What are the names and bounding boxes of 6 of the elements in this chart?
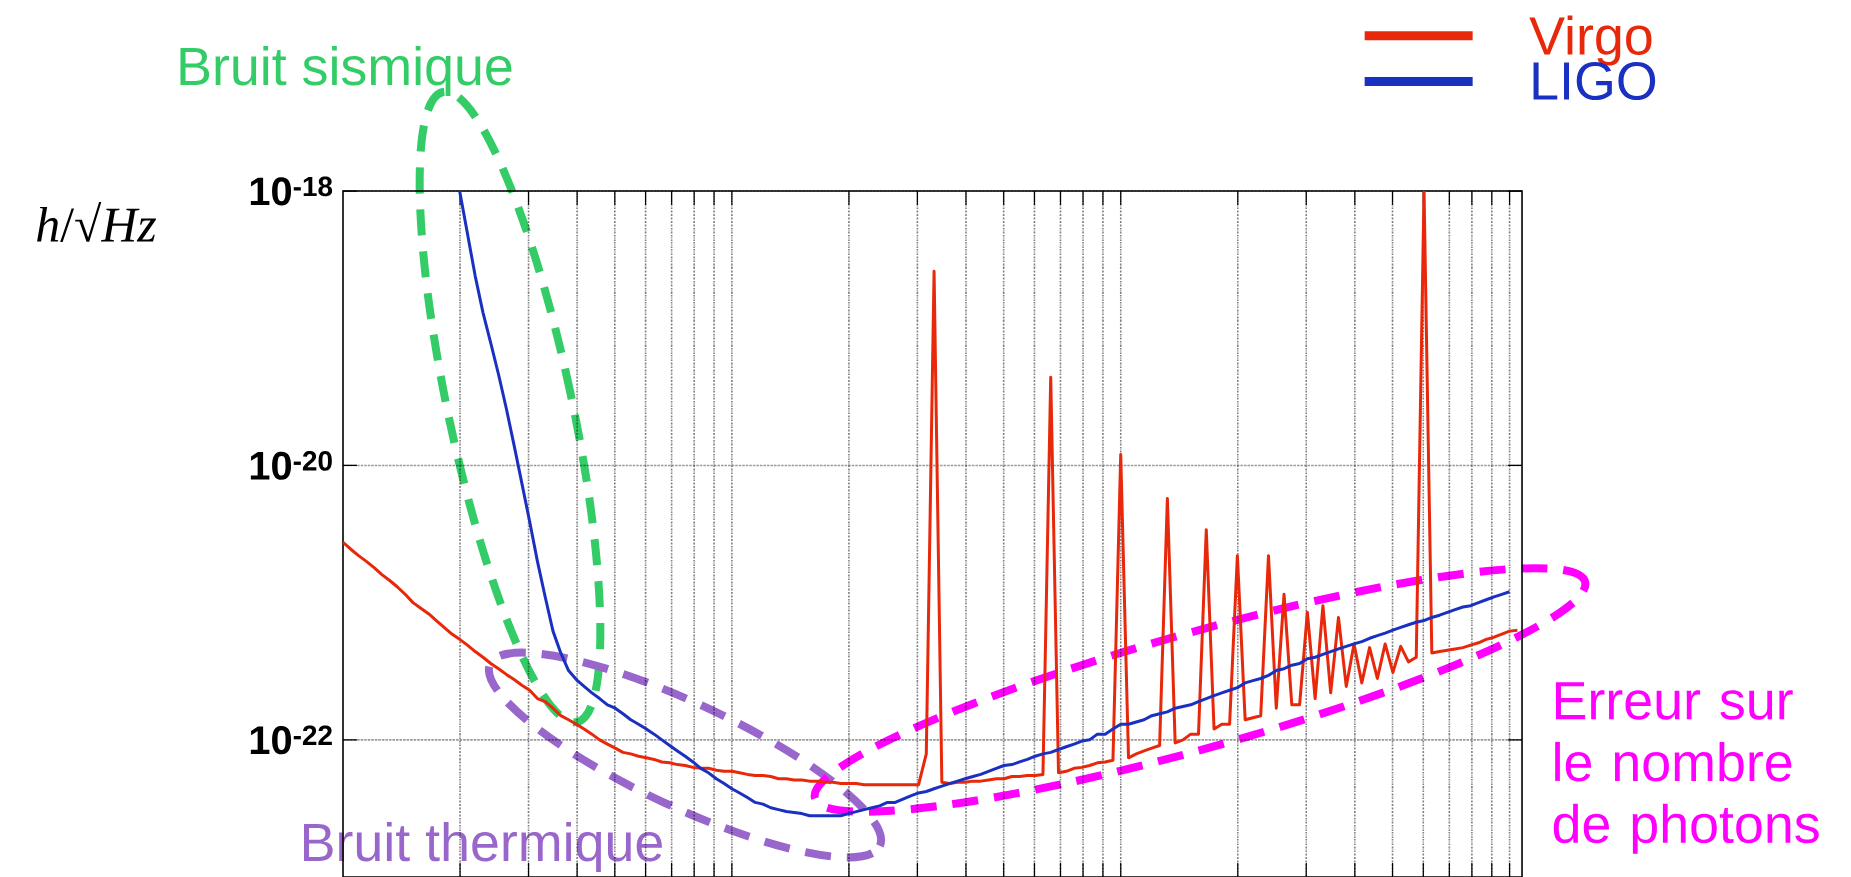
y-tick-label: 10$^{-18}$: [250, 176, 333, 206]
y-tick-label: 10$^{-22}$: [250, 725, 332, 755]
text: Bruit sismique: [180, 45, 512, 97]
text: Erreur sur le nombre de photons: [1553, 682, 1819, 854]
y-tick-label: 10$^{-20}$: [250, 451, 332, 480]
text: h/√Hz: [37, 202, 157, 242]
